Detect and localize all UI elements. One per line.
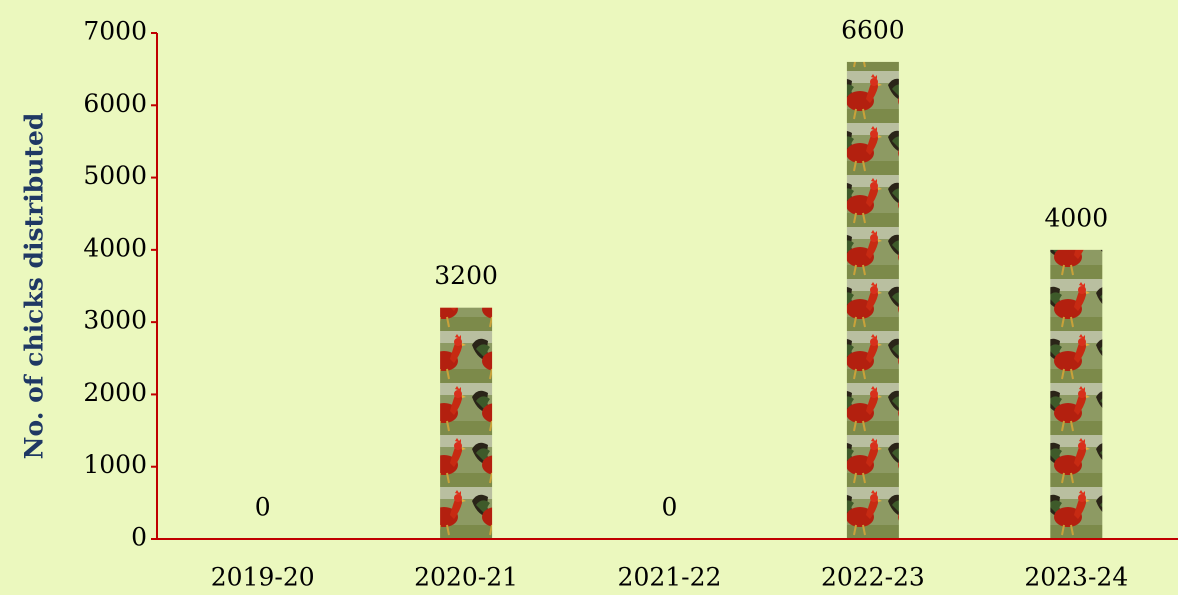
y-tick-label: 7000	[83, 17, 147, 46]
y-tick-label: 3000	[83, 306, 147, 335]
y-tick-label: 1000	[83, 450, 147, 479]
value-label: 0	[662, 493, 678, 522]
x-tick-label: 2021-22	[618, 563, 722, 592]
y-tick-label: 6000	[83, 89, 147, 118]
bar	[846, 61, 899, 540]
x-tick-label: 2019-20	[211, 563, 315, 592]
value-label: 4000	[1044, 203, 1108, 232]
y-tick-label: 5000	[83, 161, 147, 190]
x-tick-label: 2022-23	[821, 563, 925, 592]
x-tick-label: 2020-21	[414, 563, 518, 592]
value-label: 6600	[841, 15, 905, 44]
bar	[1050, 249, 1103, 539]
value-label: 3200	[434, 261, 498, 290]
y-axis-label: No. of chicks distributed	[20, 113, 49, 460]
y-tick-label: 0	[131, 523, 147, 552]
bar	[440, 307, 493, 539]
y-tick-label: 2000	[83, 378, 147, 407]
x-tick-label: 2023-24	[1024, 563, 1128, 592]
value-label: 0	[255, 493, 271, 522]
y-tick-label: 4000	[83, 233, 147, 262]
